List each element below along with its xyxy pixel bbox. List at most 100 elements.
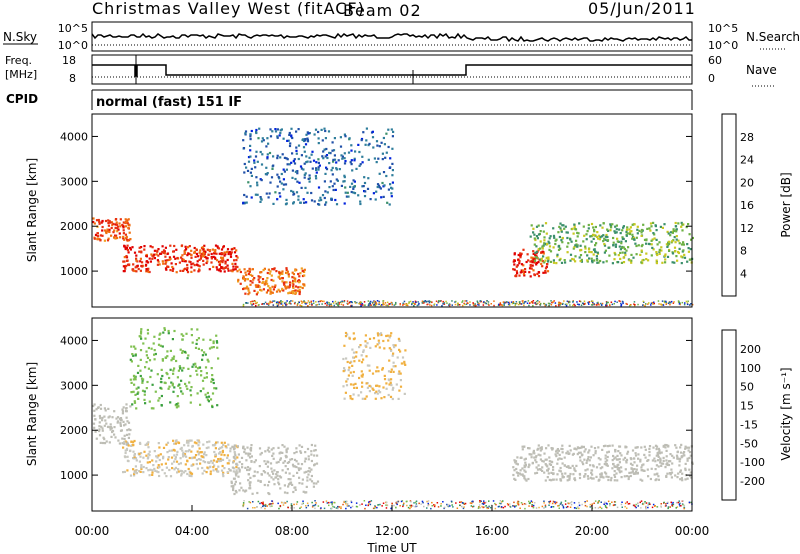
velocity-cell bbox=[548, 463, 551, 466]
velocity-cell bbox=[548, 502, 551, 504]
power-cell bbox=[94, 233, 98, 236]
power-cell bbox=[576, 245, 579, 248]
velocity-cell bbox=[368, 337, 372, 340]
power-cell bbox=[433, 303, 436, 305]
velocity-cell bbox=[191, 365, 194, 368]
power-cell bbox=[275, 301, 278, 304]
velocity-cell bbox=[559, 470, 562, 473]
power-cell bbox=[385, 304, 387, 306]
power-cell bbox=[566, 251, 569, 254]
velocity-cell bbox=[556, 473, 559, 476]
velocity-cell bbox=[157, 454, 160, 457]
velocity-cell bbox=[618, 458, 621, 461]
power-cell bbox=[223, 267, 226, 270]
velocity-cell bbox=[623, 475, 626, 478]
power-cell bbox=[115, 221, 118, 224]
power-cell bbox=[156, 263, 159, 266]
velocity-cell bbox=[383, 374, 386, 377]
velocity-cell bbox=[422, 501, 424, 504]
velocity-cell bbox=[226, 456, 229, 459]
power-cell bbox=[105, 231, 108, 235]
velocity-cell bbox=[141, 379, 144, 382]
velocity-cell bbox=[311, 506, 314, 508]
velocity-cell bbox=[331, 504, 333, 506]
power-cell bbox=[238, 268, 241, 271]
power-cell bbox=[609, 223, 612, 226]
velocity-cell bbox=[244, 466, 247, 469]
velocity-cell bbox=[648, 447, 651, 450]
power-cell bbox=[650, 254, 653, 257]
xlabel: Time UT bbox=[366, 541, 417, 554]
power-cell bbox=[620, 261, 623, 264]
power-cell bbox=[281, 153, 284, 156]
power-cell bbox=[402, 304, 404, 306]
velocity-cell bbox=[211, 461, 214, 465]
velocity-cell bbox=[187, 354, 190, 357]
velocity-cell bbox=[604, 454, 607, 457]
power-cell bbox=[466, 302, 469, 304]
power-cell bbox=[421, 300, 424, 302]
power-cell bbox=[202, 263, 205, 266]
velocity-cell bbox=[667, 460, 671, 463]
velocity-cell bbox=[326, 502, 329, 504]
velocity-cell bbox=[246, 466, 250, 469]
velocity-cell bbox=[670, 471, 674, 474]
power-cell bbox=[454, 301, 456, 303]
power-cell bbox=[263, 303, 265, 305]
power-cell bbox=[552, 301, 554, 304]
power-cell bbox=[326, 304, 328, 306]
velocity-cell bbox=[322, 501, 325, 503]
power-cell bbox=[210, 256, 213, 259]
velocity-cell bbox=[166, 451, 169, 454]
velocity-cell bbox=[94, 418, 97, 421]
power-cell bbox=[566, 231, 569, 234]
power-cell bbox=[640, 231, 643, 234]
power-cell bbox=[217, 269, 221, 272]
power-cell bbox=[195, 248, 198, 252]
power-cell bbox=[378, 301, 381, 304]
velocity-cell bbox=[242, 504, 244, 507]
velocity-cell bbox=[118, 417, 121, 420]
power-cell bbox=[292, 290, 295, 294]
velocity-cell bbox=[211, 405, 214, 409]
power-cell bbox=[156, 259, 159, 262]
power-cell bbox=[172, 250, 175, 253]
velocity-cell bbox=[151, 473, 154, 476]
velocity-cell bbox=[164, 356, 168, 359]
velocity-cell bbox=[221, 464, 224, 468]
power-cell bbox=[520, 263, 524, 266]
velocity-cell bbox=[298, 444, 301, 447]
power-cell bbox=[286, 139, 289, 142]
velocity-cell bbox=[274, 476, 277, 479]
power-cell bbox=[530, 301, 533, 304]
velocity-cell bbox=[238, 468, 241, 471]
velocity-cell bbox=[176, 395, 179, 398]
velocity-cell bbox=[213, 450, 216, 454]
nsky-frame bbox=[91, 21, 693, 52]
power-cell bbox=[630, 253, 633, 256]
velocity-cell bbox=[680, 456, 683, 459]
power-cell bbox=[279, 302, 282, 305]
power-cell bbox=[389, 183, 392, 186]
power-cell bbox=[584, 245, 587, 248]
velocity-cell bbox=[350, 506, 352, 509]
velocity-cell bbox=[554, 453, 557, 456]
power-cell bbox=[127, 218, 130, 221]
velocity-cell bbox=[129, 358, 132, 361]
velocity-cell bbox=[688, 456, 691, 460]
velocity-cell bbox=[569, 472, 572, 476]
velocity-cell bbox=[230, 480, 233, 483]
velocity-cell bbox=[602, 445, 606, 448]
velocity-cell bbox=[342, 370, 345, 373]
power-cell bbox=[151, 246, 154, 249]
power-cell bbox=[578, 222, 581, 225]
velocity-cell bbox=[153, 335, 156, 338]
power-cell bbox=[255, 304, 257, 307]
power-cell bbox=[214, 244, 218, 247]
velocity-cell bbox=[452, 506, 454, 508]
velocity-cell bbox=[234, 489, 237, 493]
power-cell bbox=[315, 301, 317, 303]
power-cell bbox=[574, 228, 577, 231]
power-cell bbox=[287, 139, 290, 142]
power-cell bbox=[590, 257, 593, 260]
